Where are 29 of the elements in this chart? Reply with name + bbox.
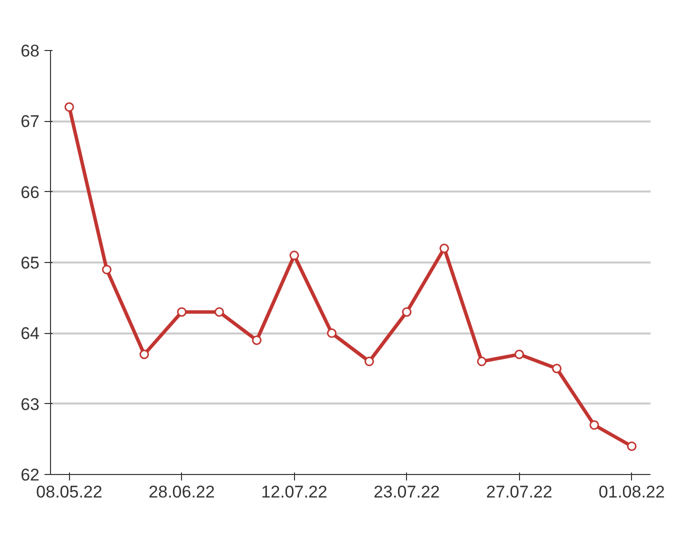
point [290, 250, 299, 260]
point [440, 244, 449, 254]
point [477, 356, 486, 366]
y-tick-label: 66 [20, 182, 40, 202]
point [552, 364, 562, 374]
x-tick-label: 28.06.22 [148, 482, 215, 502]
y-tick-label: 68 [20, 42, 40, 60]
x-tick-label: 08.05.22 [36, 482, 102, 502]
x-tick-label: 12.07.22 [261, 482, 328, 502]
point [214, 307, 224, 317]
point [327, 328, 336, 338]
point [627, 441, 636, 451]
x-tick-label: 27.07.22 [486, 482, 552, 502]
y-tick-label: 65 [20, 254, 40, 272]
y-tick-label: 64 [20, 324, 40, 344]
point [177, 307, 186, 317]
point [64, 102, 74, 112]
x-tick-label: 01.08.22 [598, 482, 665, 502]
point [140, 350, 149, 360]
point [402, 307, 412, 317]
y-tick-label: 67 [20, 112, 40, 132]
point [364, 356, 374, 366]
y-tick-label: 63 [20, 394, 40, 414]
point [590, 420, 599, 430]
x-tick-label: 23.07.22 [374, 482, 440, 502]
y-tick-label: 62 [20, 466, 40, 484]
point [102, 264, 112, 274]
point [252, 335, 262, 345]
point [514, 350, 524, 360]
